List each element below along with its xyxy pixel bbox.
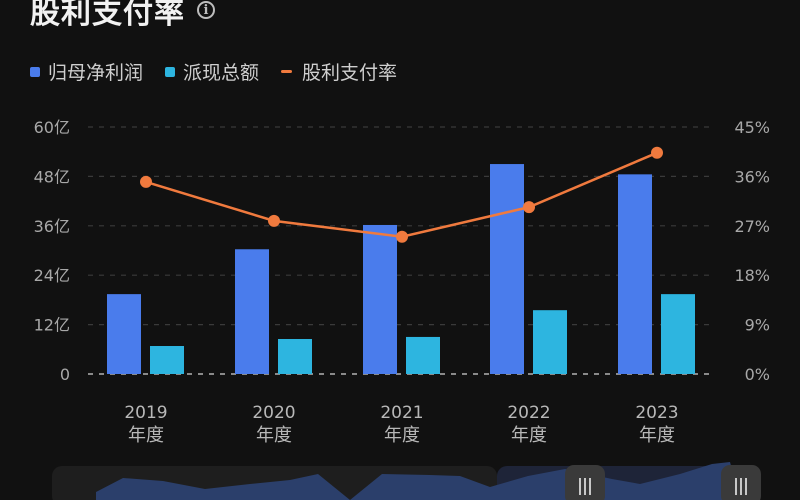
bar-dividend[interactable] bbox=[533, 310, 567, 374]
legend: 归母净利润 派现总额 股利支付率 bbox=[30, 58, 419, 85]
payout-ratio-point[interactable] bbox=[140, 175, 152, 188]
legend-square-swatch bbox=[30, 66, 40, 77]
bar-net-profit[interactable] bbox=[363, 224, 397, 374]
legend-item[interactable]: 归母净利润 bbox=[30, 58, 143, 85]
right-axis-tick: 27% bbox=[734, 217, 770, 236]
bar-net-profit[interactable] bbox=[618, 174, 652, 374]
bar-net-profit[interactable] bbox=[235, 249, 269, 374]
x-axis-year: 2019 bbox=[124, 403, 167, 423]
bar-dividend[interactable] bbox=[661, 294, 695, 374]
x-axis-suffix: 年度 bbox=[511, 425, 547, 446]
legend-item[interactable]: 派现总额 bbox=[165, 58, 259, 85]
bar-dividend[interactable] bbox=[150, 346, 184, 374]
x-axis-year: 2023 bbox=[635, 403, 678, 423]
left-axis-tick: 36亿 bbox=[34, 217, 70, 236]
legend-label: 归母净利润 bbox=[48, 62, 144, 84]
x-axis-year: 2021 bbox=[380, 403, 423, 423]
bar-dividend[interactable] bbox=[278, 339, 312, 374]
right-axis-tick: 9% bbox=[745, 316, 770, 335]
legend-label: 股利支付率 bbox=[302, 62, 398, 84]
x-axis-suffix: 年度 bbox=[128, 425, 164, 446]
x-axis-suffix: 年度 bbox=[384, 425, 420, 446]
right-axis-tick: 18% bbox=[734, 266, 770, 285]
right-axis-tick: 0% bbox=[745, 365, 770, 384]
payout-ratio-point[interactable] bbox=[396, 230, 408, 243]
left-axis-tick: 24亿 bbox=[34, 266, 70, 285]
x-axis-year: 2022 bbox=[507, 403, 550, 423]
payout-ratio-point[interactable] bbox=[651, 146, 663, 159]
legend-line-swatch bbox=[281, 70, 293, 73]
bar-net-profit[interactable] bbox=[490, 164, 524, 374]
left-axis-tick: 48亿 bbox=[34, 167, 70, 186]
title-row: 股利支付率 i bbox=[30, 0, 215, 32]
chart-title: 股利支付率 bbox=[30, 0, 185, 31]
bar-net-profit[interactable] bbox=[107, 294, 141, 374]
left-axis-tick: 0 bbox=[60, 365, 70, 384]
legend-label: 派现总额 bbox=[183, 62, 260, 84]
x-axis-suffix: 年度 bbox=[256, 425, 292, 446]
x-axis-year: 2020 bbox=[252, 403, 295, 423]
right-axis-tick: 36% bbox=[734, 167, 770, 186]
right-axis-tick: 45% bbox=[734, 118, 770, 137]
payout-ratio-point[interactable] bbox=[268, 214, 280, 227]
bar-dividend[interactable] bbox=[406, 336, 440, 374]
payout-ratio-line bbox=[145, 151, 658, 239]
payout-ratio-point[interactable] bbox=[523, 201, 535, 214]
left-axis-tick: 60亿 bbox=[34, 118, 70, 137]
legend-square-swatch bbox=[165, 66, 176, 77]
info-icon[interactable]: i bbox=[197, 1, 215, 19]
x-axis-suffix: 年度 bbox=[639, 425, 675, 446]
legend-item[interactable]: 股利支付率 bbox=[281, 58, 397, 85]
left-axis-tick: 12亿 bbox=[34, 316, 70, 335]
